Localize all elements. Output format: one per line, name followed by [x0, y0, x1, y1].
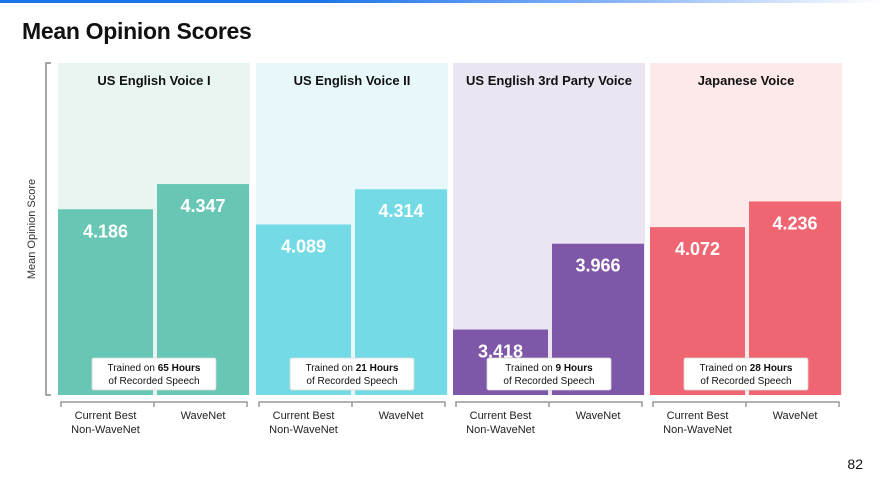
bar-value-label: 4.089: [281, 236, 326, 256]
page-number: 82: [847, 456, 863, 472]
x-tick-label: Current Best: [667, 410, 729, 422]
training-note-hours: 21 Hours: [356, 363, 399, 374]
training-note-line2: of Recorded Speech: [700, 376, 791, 387]
training-note-box: [289, 357, 415, 391]
training-note-line2: of Recorded Speech: [108, 376, 199, 387]
group-title: US English Voice I: [97, 73, 210, 88]
x-tick-label: WaveNet: [379, 410, 424, 422]
x-tick-label: Non-WaveNet: [466, 424, 535, 436]
bar-value-label: 4.072: [675, 239, 720, 259]
training-note-line1: Trained on 28 Hours: [699, 363, 792, 374]
page-title: Mean Opinion Scores: [22, 18, 252, 44]
x-tick-label: WaveNet: [773, 410, 818, 422]
training-note-box: [486, 357, 612, 391]
y-axis-line: [45, 62, 51, 396]
training-note-box: [683, 357, 809, 391]
bar-value-label: 3.966: [575, 256, 620, 276]
training-note-prefix: Trained on: [505, 363, 555, 374]
x-tick-label: Current Best: [273, 410, 335, 422]
training-note-box: [91, 357, 217, 391]
training-note-prefix: Trained on: [305, 363, 355, 374]
x-tick-label: Current Best: [75, 410, 137, 422]
training-note-hours: 9 Hours: [555, 363, 593, 374]
bar-value-label: 4.347: [180, 196, 225, 216]
training-note-line1: Trained on 65 Hours: [107, 363, 200, 374]
x-tick-label: Current Best: [470, 410, 532, 422]
training-note-hours: 65 Hours: [158, 363, 201, 374]
x-tick-label: WaveNet: [576, 410, 621, 422]
group-title: US English Voice II: [294, 73, 411, 88]
x-tick-label: WaveNet: [181, 410, 226, 422]
training-note-hours: 28 Hours: [750, 363, 793, 374]
x-tick-label: Non-WaveNet: [71, 424, 140, 436]
group-title: Japanese Voice: [698, 73, 795, 88]
y-axis-label: Mean Opinion Score: [26, 179, 38, 279]
x-tick-label: Non-WaveNet: [663, 424, 732, 436]
bar-value-label: 4.314: [378, 201, 423, 221]
training-note-line2: of Recorded Speech: [503, 376, 594, 387]
top-accent-rule: [0, 0, 883, 3]
training-note-line1: Trained on 9 Hours: [505, 363, 593, 374]
training-note-prefix: Trained on: [699, 363, 749, 374]
training-note-prefix: Trained on: [107, 363, 157, 374]
group-title: US English 3rd Party Voice: [466, 73, 632, 88]
bar-value-label: 4.186: [83, 221, 128, 241]
training-note-line2: of Recorded Speech: [306, 376, 397, 387]
x-tick-label: Non-WaveNet: [269, 424, 338, 436]
training-note-line1: Trained on 21 Hours: [305, 363, 398, 374]
bar-value-label: 3.418: [478, 342, 523, 362]
bar-value-label: 4.236: [772, 213, 817, 233]
